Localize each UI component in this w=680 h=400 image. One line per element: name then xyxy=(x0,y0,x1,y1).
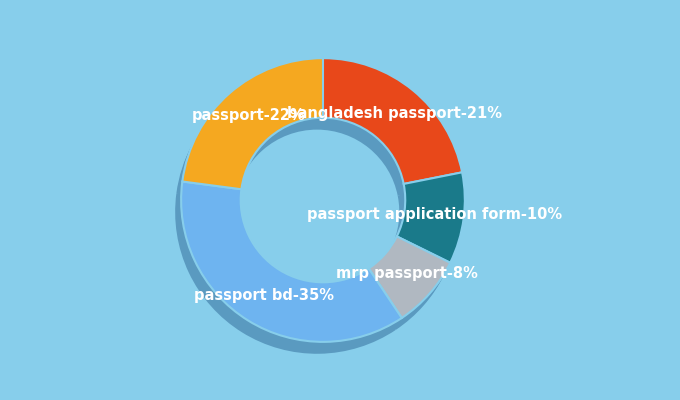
Wedge shape xyxy=(176,191,397,351)
Wedge shape xyxy=(368,238,449,320)
Wedge shape xyxy=(181,182,402,342)
Wedge shape xyxy=(391,184,459,275)
Wedge shape xyxy=(369,236,450,318)
Wedge shape xyxy=(179,186,400,346)
Wedge shape xyxy=(182,60,322,191)
Wedge shape xyxy=(177,68,318,199)
Wedge shape xyxy=(175,193,396,354)
Wedge shape xyxy=(362,248,444,330)
Wedge shape xyxy=(323,58,462,184)
Wedge shape xyxy=(321,62,460,188)
Wedge shape xyxy=(182,58,323,189)
Text: passport application form-10%: passport application form-10% xyxy=(307,207,562,222)
Wedge shape xyxy=(177,188,398,349)
Wedge shape xyxy=(318,68,458,193)
Wedge shape xyxy=(320,65,459,191)
Wedge shape xyxy=(176,70,317,201)
Wedge shape xyxy=(322,60,461,186)
Wedge shape xyxy=(396,172,465,263)
Wedge shape xyxy=(180,62,321,194)
Wedge shape xyxy=(393,179,462,270)
Wedge shape xyxy=(367,241,448,322)
Text: passport-22%: passport-22% xyxy=(192,108,306,123)
Wedge shape xyxy=(394,176,462,267)
Wedge shape xyxy=(180,183,401,344)
Text: bangladesh passport-21%: bangladesh passport-21% xyxy=(286,106,502,121)
Wedge shape xyxy=(396,174,464,264)
Text: passport bd-35%: passport bd-35% xyxy=(194,288,334,303)
Wedge shape xyxy=(179,65,320,196)
Wedge shape xyxy=(365,243,447,325)
Wedge shape xyxy=(317,70,456,196)
Text: mrp passport-8%: mrp passport-8% xyxy=(337,266,478,281)
Wedge shape xyxy=(392,182,460,272)
Wedge shape xyxy=(364,246,445,327)
